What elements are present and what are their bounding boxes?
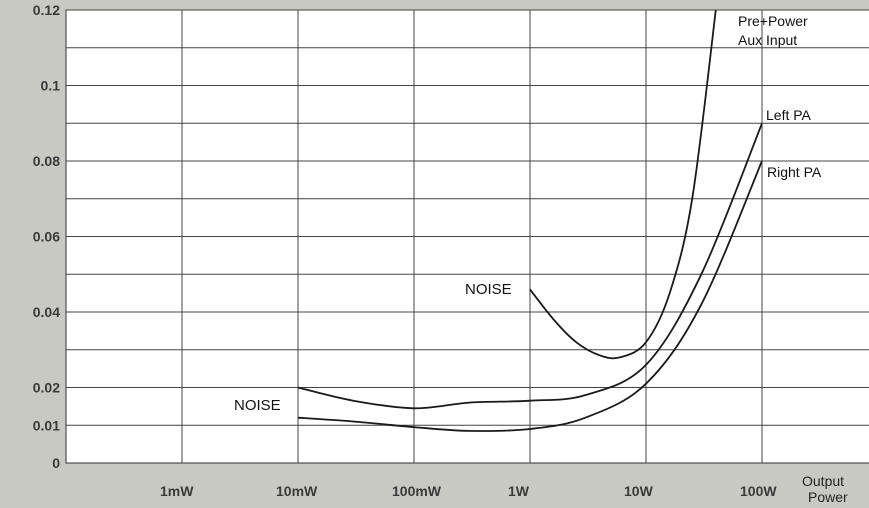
series-label-left-pa: Left PA [766,107,812,123]
x-tick-label: 100W [740,483,777,499]
curve-pre-power-aux-input [529,9,717,360]
y-tick-label: 0.06 [33,229,60,245]
x-tick-label: 1mW [160,483,194,499]
series-label-pre-power-line1: Pre+Power [738,13,808,29]
y-tick-label: 0.12 [33,2,60,18]
x-tick-label: 1W [508,483,530,499]
y-tick-label: 0.04 [33,304,60,320]
y-tick-label: 0.08 [33,153,60,169]
noise-annotation-left: NOISE [234,397,281,414]
x-tick-label: 100mW [392,483,442,499]
y-tick-label: 0.1 [41,78,61,94]
noise-annotation-right: NOISE [465,281,512,298]
y-tick-label: 0 [52,455,60,471]
series-label-right-pa: Right PA [767,164,822,180]
curve-left-pa [297,122,763,410]
y-tick-label: 0.01 [33,417,60,433]
y-tick-label: 0.02 [33,380,60,396]
series-label-pre-power-line2: Aux Input [738,32,797,48]
x-axis-title-line2: Power [808,489,848,505]
curve-right-pa [297,160,763,432]
x-tick-label: 10mW [276,483,318,499]
x-tick-label: 10W [624,483,654,499]
x-axis-title-line1: Output [802,473,844,489]
